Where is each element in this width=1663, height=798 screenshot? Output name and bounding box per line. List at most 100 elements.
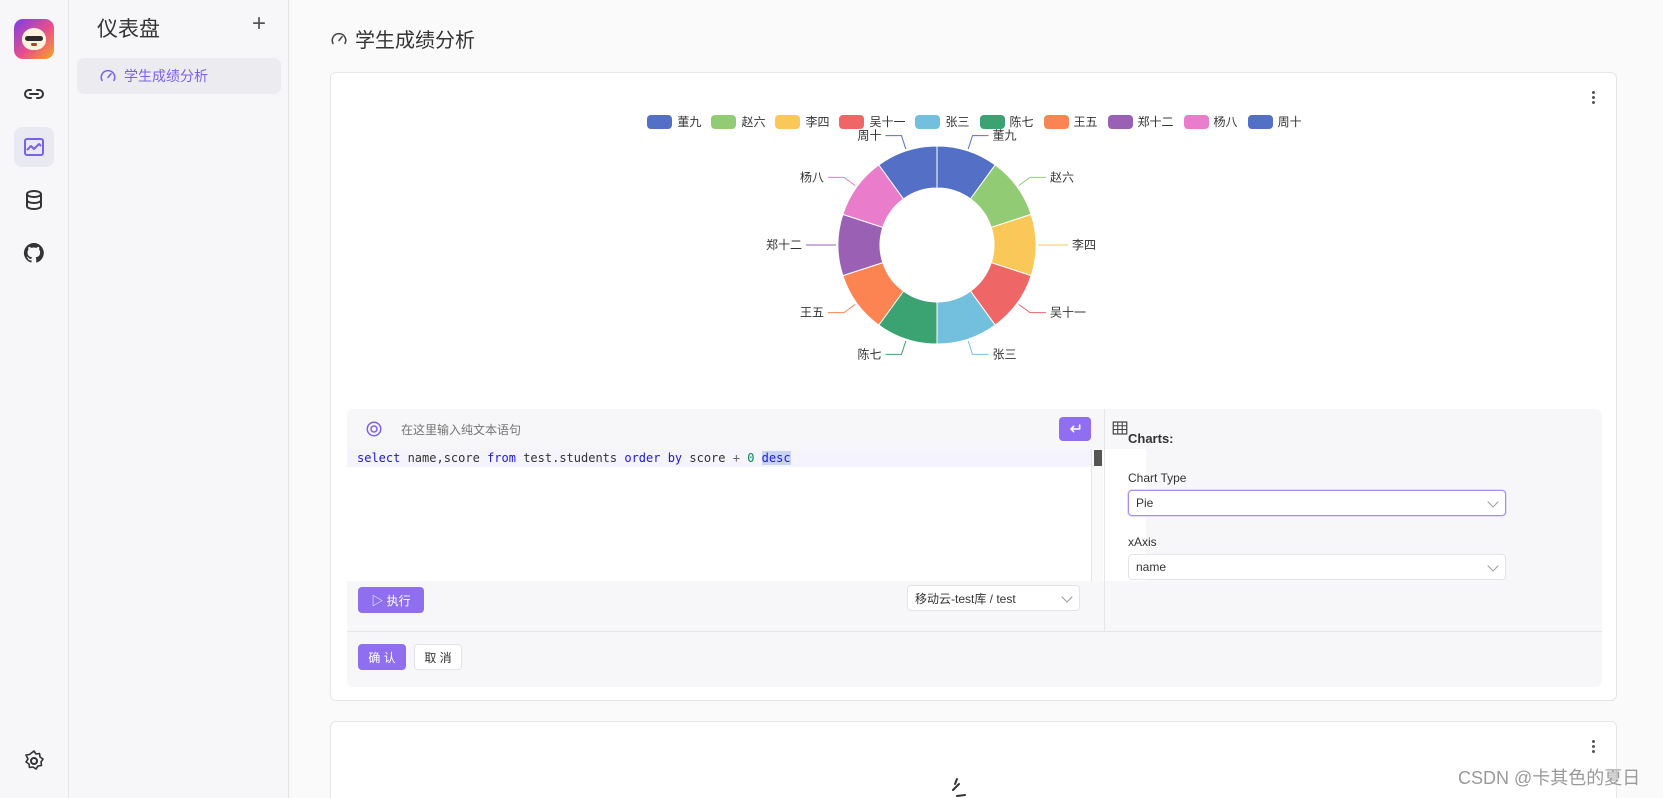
pie-label: 张三 bbox=[993, 347, 1017, 361]
legend-item[interactable]: 赵六 bbox=[711, 113, 765, 130]
legend-label: 董九 bbox=[677, 115, 702, 129]
ai-assist-icon[interactable] bbox=[365, 420, 383, 438]
legend-label: 陈七 bbox=[1009, 115, 1034, 129]
pie-label: 吴十一 bbox=[1050, 306, 1086, 320]
pie-slice[interactable] bbox=[878, 145, 938, 200]
card-menu-icon[interactable] bbox=[1592, 740, 1596, 754]
app-logo[interactable] bbox=[14, 19, 54, 59]
panda-logo-icon bbox=[22, 28, 46, 50]
main-content: 学生成绩分析 董九 赵六 李四 吴十一 张三 陈七 王五 郑十二 杨八 周十 董九 赵六 李四 吴十一张… bbox=[290, 0, 1663, 798]
loading-spinner-icon bbox=[952, 778, 966, 797]
sidebar-title: 仪表盘 bbox=[97, 18, 160, 41]
legend-item[interactable]: 陈七 bbox=[979, 113, 1034, 130]
config-heading: Charts: bbox=[1128, 431, 1174, 446]
pie-label-line bbox=[967, 135, 989, 150]
legend-item[interactable]: 吴十一 bbox=[839, 113, 905, 130]
legend-item[interactable]: 王五 bbox=[1043, 113, 1098, 130]
database-icon bbox=[26, 190, 42, 211]
datasource-select[interactable]: 移动云-test库 / test bbox=[907, 585, 1080, 611]
add-dashboard-button[interactable]: + bbox=[252, 10, 267, 37]
sidebar-item-label: 学生成绩分析 bbox=[124, 68, 208, 84]
submit-nl-button[interactable] bbox=[1059, 417, 1091, 441]
legend-label: 杨八 bbox=[1213, 115, 1238, 129]
natural-language-input[interactable] bbox=[401, 419, 1001, 441]
chevron-down-icon bbox=[1487, 560, 1499, 572]
sidebar-item-student-score[interactable]: 学生成绩分析 bbox=[77, 58, 281, 94]
legend-swatch bbox=[775, 114, 801, 129]
pie-label: 董九 bbox=[993, 129, 1017, 143]
chart-legend: 董九 赵六 李四 吴十一 张三 陈七 王五 郑十二 杨八 周十 bbox=[331, 113, 1618, 130]
cancel-button[interactable]: 取 消 bbox=[414, 644, 462, 670]
rail-link-button[interactable] bbox=[14, 74, 54, 114]
pie-label: 郑十二 bbox=[766, 237, 802, 252]
pie-label: 赵六 bbox=[1050, 170, 1074, 184]
pie-label-line bbox=[885, 340, 907, 355]
query-editor-panel: select name,score from test.students ord… bbox=[347, 409, 1602, 687]
legend-label: 张三 bbox=[945, 115, 970, 129]
pie-label-line bbox=[967, 340, 989, 355]
pie-label: 周十 bbox=[857, 129, 881, 143]
rail-github-button[interactable] bbox=[14, 233, 54, 273]
editor-toolbar bbox=[347, 409, 1146, 449]
table-icon[interactable] bbox=[1111, 419, 1129, 437]
legend-item[interactable]: 李四 bbox=[775, 113, 829, 130]
pie-label-line bbox=[1018, 303, 1047, 314]
divider bbox=[347, 631, 1602, 632]
pie-label: 陈七 bbox=[857, 346, 881, 361]
pie-label: 杨八 bbox=[800, 169, 824, 184]
legend-label: 周十 bbox=[1277, 115, 1302, 129]
pie-label-line bbox=[1018, 176, 1047, 187]
legend-item[interactable]: 郑十二 bbox=[1107, 113, 1174, 130]
settings-icon bbox=[25, 750, 44, 770]
legend-swatch bbox=[647, 114, 673, 129]
datasource-value: 移动云-test库 / test bbox=[915, 591, 1016, 606]
watermark: CSDN @卡其色的夏日 bbox=[1458, 768, 1641, 788]
legend-label: 赵六 bbox=[741, 115, 766, 129]
legend-swatch bbox=[1043, 114, 1069, 129]
xaxis-label: xAxis bbox=[1128, 535, 1157, 549]
rail-database-button[interactable] bbox=[14, 180, 54, 220]
code-line-highlight bbox=[347, 449, 1091, 467]
gauge-icon bbox=[100, 69, 116, 82]
link-icon bbox=[24, 89, 44, 99]
rail-dashboard-button[interactable] bbox=[14, 127, 54, 167]
pie-label-line bbox=[827, 303, 856, 314]
legend-swatch bbox=[1183, 114, 1209, 129]
icon-rail bbox=[0, 0, 69, 798]
gauge-icon bbox=[331, 32, 347, 44]
execute-button[interactable]: ▷ 执行 bbox=[358, 587, 424, 613]
github-icon bbox=[23, 242, 44, 263]
pie-label: 李四 bbox=[1072, 237, 1096, 252]
legend-label: 吴十一 bbox=[869, 115, 906, 129]
editor-scrollbar[interactable] bbox=[1091, 449, 1103, 581]
xaxis-select[interactable]: name bbox=[1128, 554, 1506, 580]
rail-settings-button[interactable] bbox=[14, 741, 54, 781]
dashboard-sidebar: 仪表盘 + 学生成绩分析 bbox=[69, 0, 289, 798]
sql-code[interactable]: select name,score from test.students ord… bbox=[357, 451, 791, 465]
chart-type-value: Pie bbox=[1136, 496, 1154, 510]
page-title: 学生成绩分析 bbox=[330, 24, 475, 53]
chart-card: 董九 赵六 李四 吴十一 张三 陈七 王五 郑十二 杨八 周十 董九 赵六 李四 吴十一 张三 陈七 王五 郑十… bbox=[330, 72, 1617, 701]
legend-label: 郑十二 bbox=[1137, 115, 1174, 129]
pie-label: 王五 bbox=[800, 306, 824, 320]
chart-type-select[interactable]: Pie bbox=[1128, 490, 1506, 516]
chevron-down-icon bbox=[1487, 496, 1499, 508]
card-menu-icon[interactable] bbox=[1592, 91, 1596, 105]
legend-label: 李四 bbox=[805, 115, 830, 129]
enter-icon bbox=[1070, 424, 1081, 433]
legend-label: 王五 bbox=[1073, 115, 1098, 129]
legend-swatch bbox=[711, 114, 737, 129]
divider bbox=[1104, 409, 1105, 631]
chart-icon bbox=[24, 138, 44, 156]
legend-item[interactable]: 张三 bbox=[915, 113, 970, 130]
scroll-thumb[interactable] bbox=[1094, 450, 1102, 466]
legend-item[interactable]: 杨八 bbox=[1183, 113, 1238, 130]
chart-config: Charts: Chart Type Pie xAxis name bbox=[1105, 409, 1602, 631]
sql-editor: select name,score from test.students ord… bbox=[347, 409, 1146, 631]
legend-item[interactable]: 董九 bbox=[647, 113, 701, 130]
legend-item[interactable]: 周十 bbox=[1247, 113, 1302, 130]
code-editor[interactable]: select name,score from test.students ord… bbox=[347, 449, 1146, 581]
confirm-button[interactable]: 确 认 bbox=[358, 644, 406, 670]
pie-label-line bbox=[827, 176, 856, 187]
legend-swatch bbox=[979, 114, 1005, 129]
